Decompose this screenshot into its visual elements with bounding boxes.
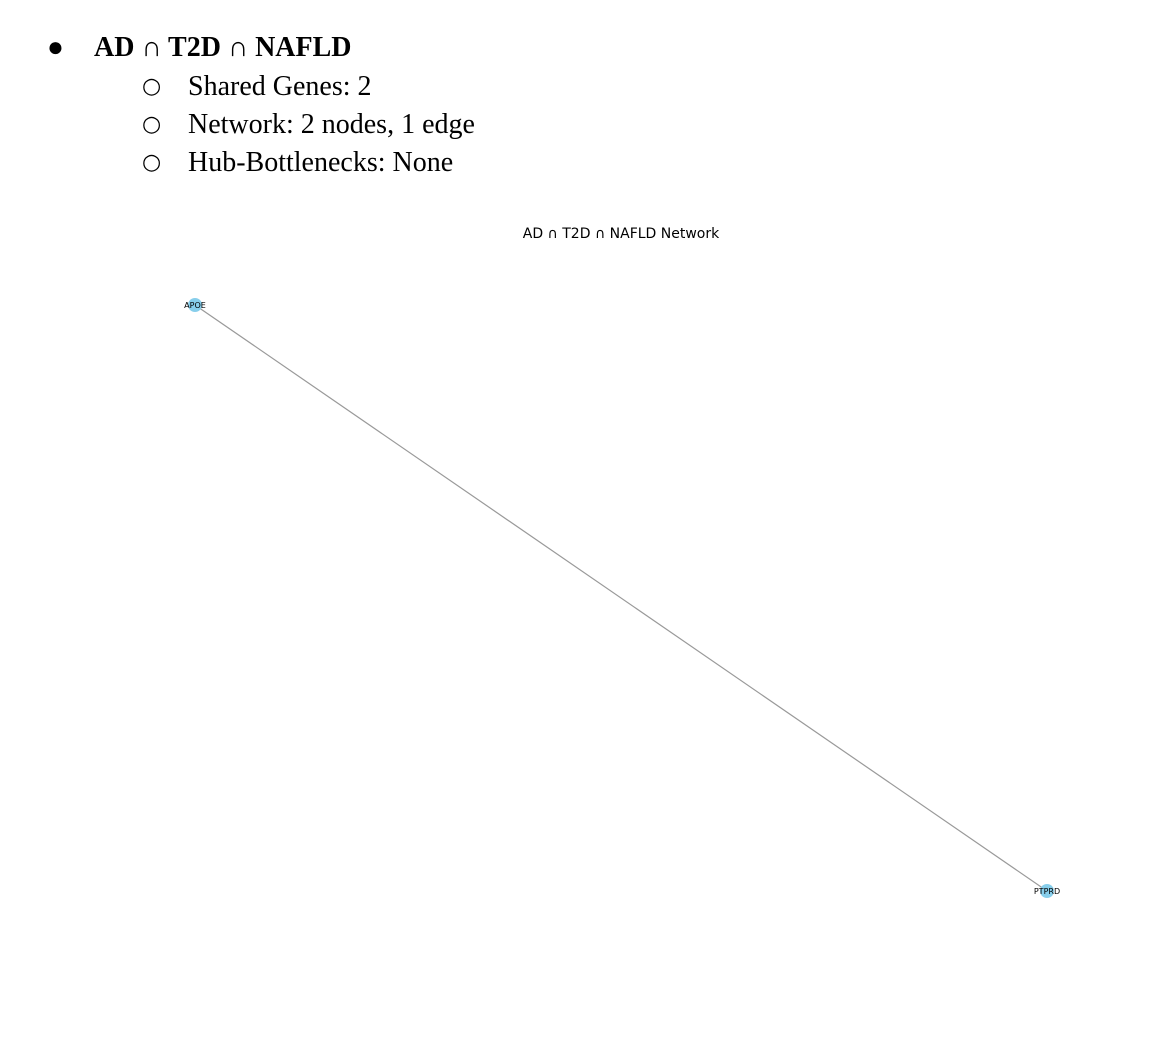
network-edge-apoe-ptprd [194, 304, 1048, 892]
node-label-apoe: APOE [184, 301, 206, 310]
shared-genes-item: Shared Genes: 2 [188, 71, 372, 102]
sub-bullet: ○ [142, 74, 162, 99]
network-figure: AD ∩ T2D ∩ NAFLD Network APOE PTPRD [184, 226, 1060, 898]
hub-bottlenecks-item: Hub-Bottlenecks: None [188, 147, 454, 178]
list-item: ○ Hub-Bottlenecks: None [142, 144, 942, 182]
figure-title: AD ∩ T2D ∩ NAFLD Network [523, 226, 720, 242]
nodes-layer: APOE PTPRD [184, 298, 1060, 898]
node-label-ptprd: PTPRD [1034, 887, 1060, 896]
sub-bullet: ○ [142, 112, 162, 137]
network-node-ptprd [1040, 884, 1054, 898]
sub-bullet: ○ [142, 150, 162, 175]
section-heading: AD ∩ T2D ∩ NAFLD [94, 32, 352, 63]
edges-layer [194, 304, 1048, 892]
network-item: Network: 2 nodes, 1 edge [188, 109, 475, 140]
list-item: ○ Network: 2 nodes, 1 edge [142, 106, 942, 144]
main-bullet: ● [47, 32, 64, 63]
list-item: ○ Shared Genes: 2 [142, 68, 942, 106]
network-node-apoe [188, 298, 202, 312]
